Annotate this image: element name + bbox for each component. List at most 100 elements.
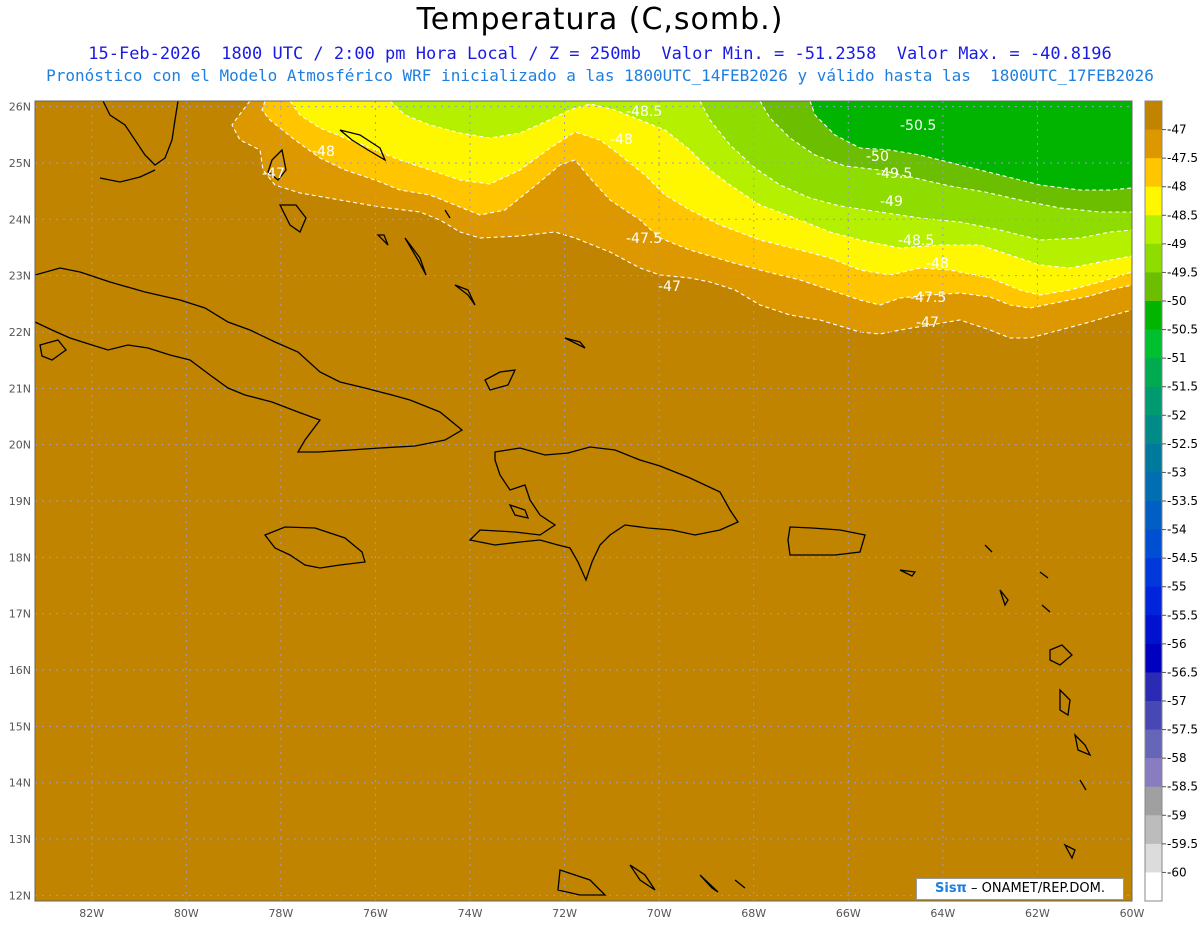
coast-bahamas xyxy=(267,129,476,306)
colorbar-swatch xyxy=(1145,158,1162,188)
lat-tick-label: 15N xyxy=(9,720,31,733)
colorbar-label: -52.5 xyxy=(1167,437,1198,451)
contour-label: -48.5 xyxy=(898,233,934,249)
coast-isla-juventud xyxy=(39,339,67,361)
colorbar-swatch xyxy=(1145,243,1162,273)
colorbar-swatch xyxy=(1145,701,1162,731)
colorbar-swatch xyxy=(1145,643,1162,673)
contour-label: -47.5 xyxy=(626,231,662,247)
lon-tick-label: 80W xyxy=(174,907,199,920)
colorbar-label: -53 xyxy=(1167,465,1187,479)
lat-tick-label: 21N xyxy=(9,382,31,395)
axis-ticks: 82W 80W 78W 76W 74W 72W 70W 68W 66W 64W 62W 60W 12N 1… xyxy=(9,101,1145,920)
lat-tick-label: 14N xyxy=(9,777,31,790)
lat-tick-label: 25N xyxy=(9,157,31,170)
lon-tick-label: 60W xyxy=(1120,907,1145,920)
colorbar: -47 -47.5 -48 -48.5 -49 -49.5 -50 -50.5 -51 -51.5… xyxy=(1144,100,1198,902)
colorbar-label: -58 xyxy=(1167,751,1187,765)
coast-florida-keys xyxy=(99,169,156,183)
contour-label: -47 xyxy=(658,279,681,295)
colorbar-label: -50 xyxy=(1167,294,1187,308)
lon-tick-label: 76W xyxy=(363,907,388,920)
contour-label: -48 xyxy=(926,256,949,272)
colorbar-swatch xyxy=(1145,415,1162,445)
credit-box: Sisπ – ONAMET/REP.DOM. xyxy=(916,878,1124,900)
colorbar-swatch xyxy=(1145,472,1162,502)
lat-tick-label: 13N xyxy=(9,833,31,846)
coast-hispaniola xyxy=(468,446,739,582)
colorbar-swatch xyxy=(1145,101,1162,131)
graticule xyxy=(35,101,1132,901)
coast-small-islands xyxy=(484,337,1092,896)
colorbar-label: -60 xyxy=(1167,865,1187,879)
colorbar-label: -51 xyxy=(1167,351,1187,365)
colorbar-swatch xyxy=(1145,586,1162,616)
lat-tick-label: 23N xyxy=(9,270,31,283)
colorbar-label: -56.5 xyxy=(1167,665,1198,679)
colorbar-label: -59.5 xyxy=(1167,837,1198,851)
coastlines xyxy=(35,101,1092,896)
contour-labels: -48.5 -50.5 -48 -47 -48 -50 -49.5 -49 -4… xyxy=(262,104,949,331)
lat-tick-label: 26N xyxy=(9,101,31,114)
contour-label: -50.5 xyxy=(900,118,936,134)
map-frame xyxy=(34,100,1133,902)
coast-cuba xyxy=(35,267,464,453)
colorbar-swatch xyxy=(1145,386,1162,416)
field-band-50-5 xyxy=(810,101,1132,190)
lat-tick-label: 12N xyxy=(9,889,31,902)
colorbar-swatch xyxy=(1145,872,1162,902)
lat-tick-label: 18N xyxy=(9,551,31,564)
colorbar-label: -47 xyxy=(1167,123,1187,137)
lon-tick-label: 68W xyxy=(741,907,766,920)
lat-tick-label: 19N xyxy=(9,495,31,508)
colorbar-label: -53.5 xyxy=(1167,494,1198,508)
colorbar-swatch xyxy=(1145,815,1162,845)
colorbar-label: -58.5 xyxy=(1167,780,1198,794)
map-field: -48.5 -50.5 -48 -47 -48 -50 -49.5 -49 -4… xyxy=(35,101,1132,901)
colorbar-label: -55.5 xyxy=(1167,608,1198,622)
contour-label: -47 xyxy=(262,166,285,182)
colorbar-swatch xyxy=(1145,329,1162,359)
colorbar-label: -49.5 xyxy=(1167,265,1198,279)
colorbar-swatch xyxy=(1145,786,1162,816)
colorbar-swatch xyxy=(1145,215,1162,245)
contour-label: -47 xyxy=(916,315,939,331)
colorbar-label: -56 xyxy=(1167,637,1187,651)
colorbar-label: -57 xyxy=(1167,694,1187,708)
lon-tick-label: 72W xyxy=(552,907,577,920)
colorbar-label: -48.5 xyxy=(1167,208,1198,222)
colorbar-label: -54.5 xyxy=(1167,551,1198,565)
lat-tick-label: 22N xyxy=(9,326,31,339)
colorbar-swatch xyxy=(1145,843,1162,873)
colorbar-label: -59 xyxy=(1167,808,1187,822)
lon-tick-label: 62W xyxy=(1025,907,1050,920)
colorbar-label: -50.5 xyxy=(1167,323,1198,337)
colorbar-label: -54 xyxy=(1167,523,1187,537)
colorbar-swatch xyxy=(1145,615,1162,645)
map-title: Temperatura (C,somb.) xyxy=(416,2,784,37)
contour-label: -49.5 xyxy=(876,166,912,182)
lon-tick-label: 70W xyxy=(647,907,672,920)
lat-tick-label: 17N xyxy=(9,608,31,621)
coast-jamaica xyxy=(263,526,366,569)
colorbar-label: -55 xyxy=(1167,580,1187,594)
forecast-time-line: 15-Feb-2026 1800 UTC / 2:00 pm Hora Loca… xyxy=(88,44,1112,64)
colorbar-swatch xyxy=(1145,558,1162,588)
contour-lines xyxy=(231,101,1132,339)
lon-tick-label: 74W xyxy=(458,907,483,920)
contour-label: -48 xyxy=(312,144,335,160)
lon-tick-label: 78W xyxy=(268,907,293,920)
colorbar-swatch xyxy=(1145,443,1162,473)
colorbar-swatch xyxy=(1145,672,1162,702)
contour-label: -48 xyxy=(610,132,633,148)
colorbar-label: -47.5 xyxy=(1167,151,1198,165)
lat-tick-label: 16N xyxy=(9,664,31,677)
credit-brand: Sisπ xyxy=(935,881,967,896)
colorbar-swatch xyxy=(1145,529,1162,559)
colorbar-label: -57.5 xyxy=(1167,723,1198,737)
colorbar-swatch xyxy=(1145,358,1162,388)
coast-florida xyxy=(102,101,179,166)
colorbar-label: -51.5 xyxy=(1167,380,1198,394)
colorbar-label: -49 xyxy=(1167,237,1187,251)
